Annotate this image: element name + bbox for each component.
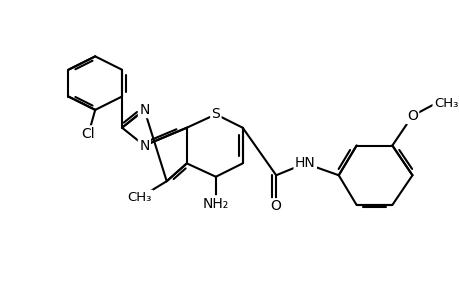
Text: O: O <box>406 109 417 123</box>
Text: N: N <box>139 103 149 117</box>
Text: N: N <box>139 139 149 152</box>
Text: O: O <box>406 109 417 123</box>
Text: N: N <box>139 139 149 152</box>
Text: Cl: Cl <box>82 127 95 141</box>
Text: NH₂: NH₂ <box>202 196 229 211</box>
Text: O: O <box>270 200 281 214</box>
Text: HN: HN <box>294 156 315 170</box>
Text: N: N <box>139 103 149 117</box>
Text: NH₂: NH₂ <box>202 196 229 211</box>
Text: O: O <box>270 200 281 214</box>
Text: CH₃: CH₃ <box>433 98 457 110</box>
Text: Cl: Cl <box>82 127 95 141</box>
Text: CH₃: CH₃ <box>128 191 152 204</box>
Text: S: S <box>211 107 220 121</box>
Text: CH₃: CH₃ <box>433 98 457 110</box>
Text: CH₃: CH₃ <box>128 191 152 204</box>
Text: S: S <box>211 107 220 121</box>
Text: HN: HN <box>294 156 315 170</box>
